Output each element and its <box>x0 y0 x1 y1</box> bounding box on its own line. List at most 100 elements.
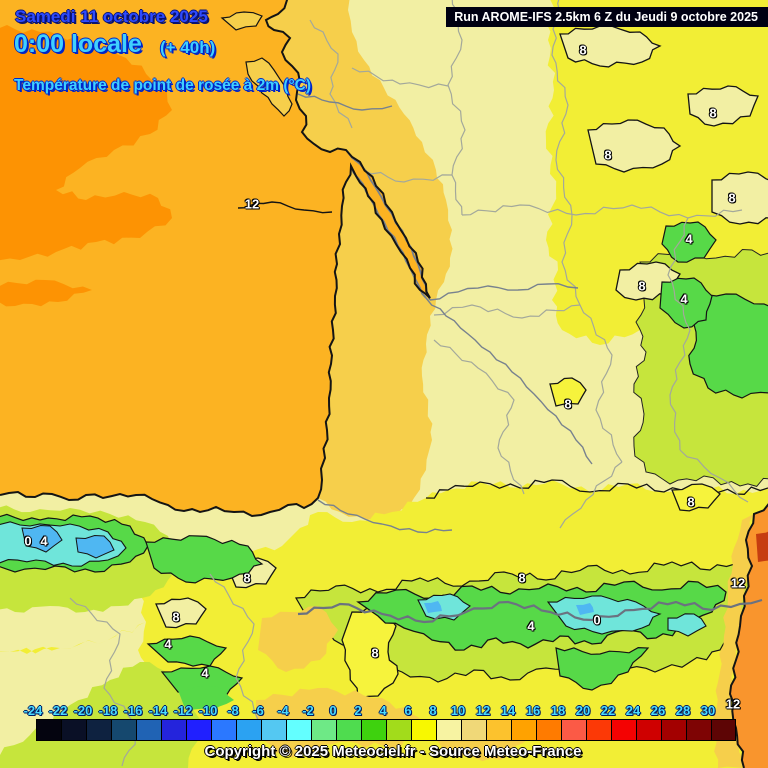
scale-color-box <box>636 719 661 741</box>
scale-value-label: -8 <box>227 703 239 718</box>
scale-value-label: 2 <box>354 703 362 718</box>
adour-river <box>317 499 453 534</box>
green-blob <box>659 277 713 329</box>
scale-color-box <box>486 719 511 741</box>
contour-value-label: 4 <box>40 533 48 549</box>
scale-value-label: 20 <box>575 703 591 718</box>
ocean-warm-patch <box>0 25 172 261</box>
yg-corner-band <box>0 662 201 768</box>
pale-blob <box>559 24 662 68</box>
ile-oleron <box>245 57 293 117</box>
contour-value-label: 4 <box>527 618 535 634</box>
scale-value-label: 0 <box>329 703 337 718</box>
scale-value-label: -22 <box>48 703 68 718</box>
scale-color-box <box>661 719 686 741</box>
contour-value-label: 8 <box>172 609 180 625</box>
scale-color-box <box>136 719 161 741</box>
yellow-blob <box>671 483 721 512</box>
scale-color-box <box>186 719 211 741</box>
coastline <box>0 0 431 518</box>
scale-value-label: 18 <box>550 703 566 718</box>
coastal-gold-band <box>266 0 453 520</box>
pale-blob <box>687 85 759 127</box>
charente-river <box>297 93 393 111</box>
scale-color-box <box>386 719 411 741</box>
mediterranean-sea <box>730 504 768 768</box>
green-blob <box>661 221 717 263</box>
scale-color-box <box>461 719 486 741</box>
scale-color-box <box>336 719 361 741</box>
scale-color-box <box>361 719 386 741</box>
scale-value-label: 28 <box>675 703 691 718</box>
scale-color-box <box>711 719 736 741</box>
scale-value-label: 16 <box>525 703 541 718</box>
scale-color-box <box>311 719 336 741</box>
scale-color-box <box>586 719 611 741</box>
scale-value-label: 12 <box>475 703 491 718</box>
cyan-pyrenees-center <box>546 595 662 635</box>
scale-value-label: -10 <box>198 703 218 718</box>
contour-value-label: 4 <box>685 231 693 247</box>
scale-color-box <box>36 719 61 741</box>
green-massif <box>687 293 768 399</box>
department-borders <box>69 0 749 767</box>
scale-value-label: 14 <box>500 703 516 718</box>
scale-value-label: -18 <box>98 703 118 718</box>
contour-value-label: 8 <box>728 190 736 206</box>
scale-value-label: -14 <box>148 703 168 718</box>
green-blob <box>146 635 228 667</box>
scale-color-box <box>111 719 136 741</box>
contour-value-label: 0 <box>593 612 601 628</box>
contour-value-label: 8 <box>579 42 587 58</box>
scale-value-label: -6 <box>252 703 264 718</box>
scale-value-label: 24 <box>625 703 641 718</box>
contour-value-label: 8 <box>243 570 251 586</box>
pale-blob <box>587 119 682 173</box>
scale-color-box <box>411 719 436 741</box>
green-pyrenees-south <box>555 646 650 691</box>
copyright-label: Copyright © 2025 Meteociel.fr - Source M… <box>204 743 582 760</box>
scale-color-box <box>286 719 311 741</box>
scale-value-label: 8 <box>429 703 437 718</box>
green-blob <box>178 686 234 712</box>
garonne-river <box>425 297 593 465</box>
gold-patch <box>258 606 338 672</box>
scale-value-label: -20 <box>73 703 93 718</box>
contour-value-label: 8 <box>709 105 717 121</box>
blue-spot <box>21 524 63 553</box>
contour-value-label: 8 <box>638 278 646 294</box>
contour-value-label: 8 <box>371 645 379 661</box>
spain-border <box>297 598 763 624</box>
scale-color-box <box>211 719 236 741</box>
scale-value-label: -2 <box>302 703 314 718</box>
contour-value-label: 8 <box>687 494 695 510</box>
scale-value-label: 26 <box>650 703 666 718</box>
blue-spot <box>424 601 442 613</box>
contour-value-label: 4 <box>201 665 209 681</box>
sea-contour-12 <box>237 201 333 214</box>
scale-value-label: 22 <box>600 703 616 718</box>
dordogne-river <box>429 282 579 301</box>
date-label: Samedi 11 octobre 2025 <box>15 7 208 26</box>
scale-color-box <box>561 719 586 741</box>
scale-value-label: 4 <box>379 703 387 718</box>
ile-de-re <box>220 11 263 31</box>
scale-color-box <box>611 719 636 741</box>
contour-value-label: 4 <box>680 291 688 307</box>
scale-color-box <box>86 719 111 741</box>
scale-value-label: 30 <box>700 703 716 718</box>
contour-value-label: 8 <box>518 570 526 586</box>
valid-time-label: 0:00 locale <box>14 30 142 58</box>
contour-value-label: 12 <box>244 196 260 212</box>
ocean-warm-streak <box>0 279 92 307</box>
contour-value-label: 4 <box>164 636 172 652</box>
green-basque-east <box>145 535 264 584</box>
contour-value-label: 12 <box>730 575 746 591</box>
forecast-offset-label: (+ 40h) <box>160 38 216 57</box>
cyan-pyrenees-east <box>667 613 707 637</box>
scale-value-label: 10 <box>450 703 466 718</box>
contour-value-label: 8 <box>564 396 572 412</box>
scale-value-label: -4 <box>277 703 289 718</box>
pale-blob <box>155 597 207 629</box>
